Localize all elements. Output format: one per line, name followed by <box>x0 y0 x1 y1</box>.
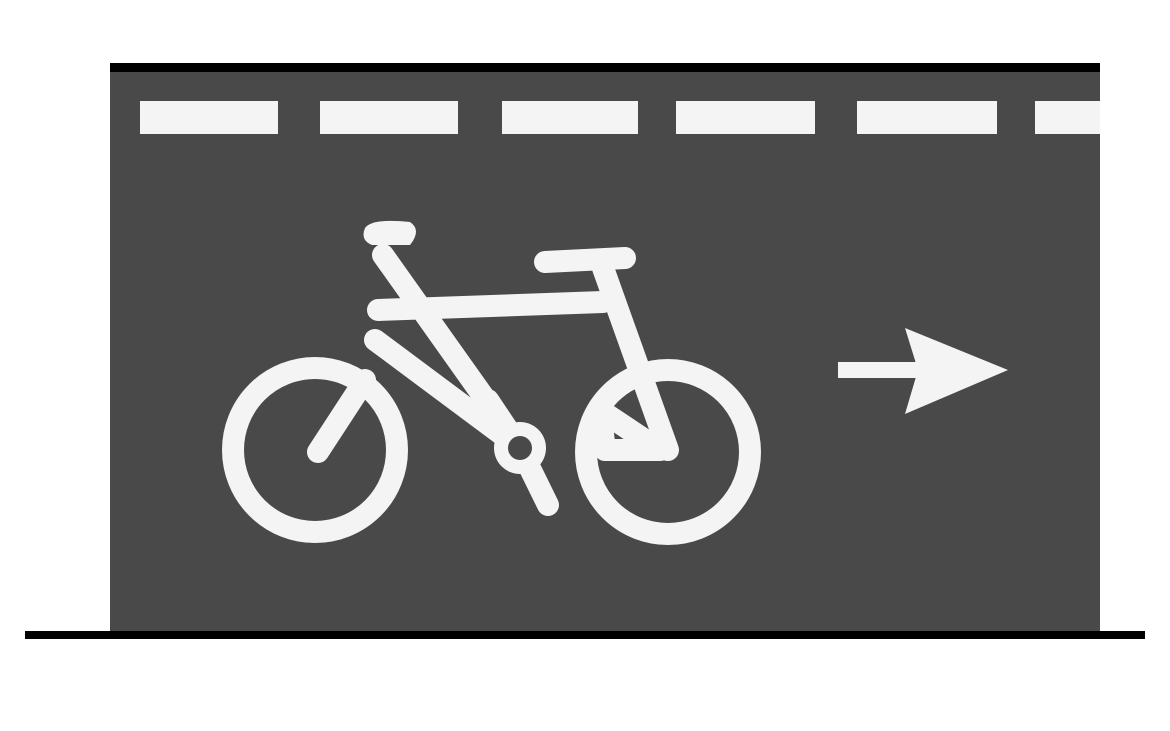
dash <box>857 101 997 134</box>
dash <box>502 101 638 134</box>
dash <box>140 101 278 134</box>
direction-arrow <box>838 328 1008 414</box>
dash <box>676 101 815 134</box>
top-tube <box>367 291 614 321</box>
rear-wheel <box>222 357 408 543</box>
dashed-line <box>140 101 1100 134</box>
chainring-hole <box>508 436 532 460</box>
dash <box>1035 101 1100 134</box>
mudguard <box>589 399 671 461</box>
kerb-line <box>25 631 1145 639</box>
top-edge <box>110 63 1100 72</box>
dash <box>320 101 458 134</box>
saddle <box>363 220 416 245</box>
handlebar <box>534 247 636 273</box>
arrow-shaft <box>838 362 918 378</box>
front-wheel <box>575 359 761 545</box>
rear-stay <box>307 369 376 463</box>
arrow-head <box>905 328 1008 414</box>
bicycle <box>222 244 761 545</box>
fork <box>592 257 679 461</box>
